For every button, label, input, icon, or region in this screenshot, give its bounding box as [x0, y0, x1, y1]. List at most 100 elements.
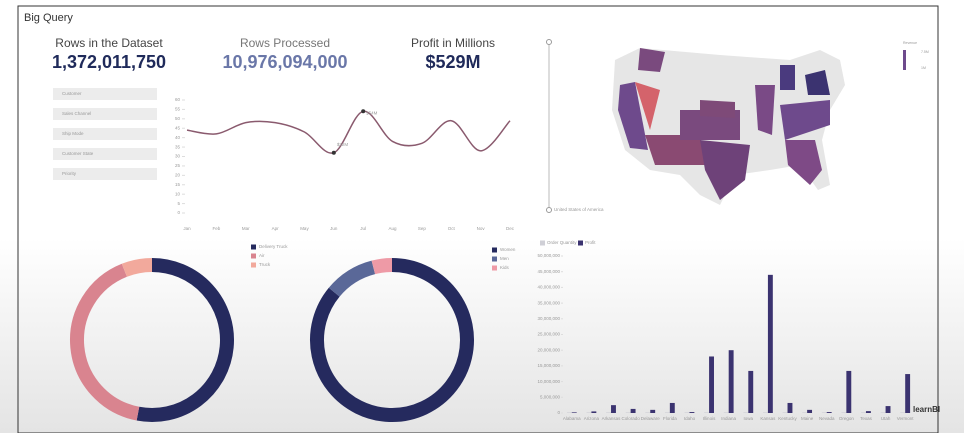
- bar: [611, 405, 616, 413]
- donut-segment: [310, 258, 474, 422]
- legend-label: Profit: [585, 240, 596, 245]
- x-tick-label: Nevada: [819, 416, 835, 421]
- data-label: $54M: [366, 110, 378, 115]
- kpi-label: Profit in Millions: [411, 36, 495, 50]
- x-tick-label: Mar: [242, 226, 250, 231]
- x-tick-label: Apr: [272, 226, 280, 231]
- x-tick-label: Texas: [860, 416, 873, 421]
- x-tick-label: Jan: [183, 226, 191, 231]
- x-tick-label: Maine: [801, 416, 814, 421]
- x-tick-label: Vermont: [897, 416, 915, 421]
- x-tick-label: Arizona: [584, 416, 600, 421]
- state: [755, 85, 775, 135]
- bar: [669, 402, 675, 413]
- y-tick-label: 20: [175, 173, 181, 178]
- x-tick-label: Nov: [477, 226, 486, 231]
- state: [645, 135, 705, 165]
- bar: [728, 350, 734, 413]
- bar: [807, 409, 813, 413]
- y-tick-label: 5: [177, 201, 180, 206]
- x-tick-label: Oct: [448, 226, 456, 231]
- dashboard-title: Big Query: [24, 12, 73, 24]
- legend-label: Women: [500, 247, 516, 252]
- frame: [17, 5, 939, 433]
- map-legend-label: 1M: [921, 66, 926, 70]
- bar: [664, 412, 670, 413]
- y-tick-label: 15: [175, 182, 181, 187]
- y-tick-label: 25: [175, 163, 181, 168]
- legend-swatch: [251, 262, 256, 268]
- map-legend-title: Revenue: [903, 41, 917, 45]
- line: [186, 110, 511, 154]
- y-tick-label: 60: [175, 97, 181, 102]
- x-tick-label: Colorado: [622, 416, 641, 421]
- bar: [566, 412, 572, 413]
- x-tick-label: Jul: [360, 226, 366, 231]
- legend-label: Men: [500, 256, 509, 261]
- donut-segment: [121, 258, 153, 277]
- bar: [905, 374, 911, 413]
- donut-segment: [70, 263, 140, 421]
- state: [700, 140, 750, 200]
- point: [361, 109, 366, 114]
- kpi-value: $529M: [425, 52, 480, 72]
- y-tick-label: 20,000,000: [537, 347, 560, 352]
- x-tick-label: Utah: [881, 416, 891, 421]
- y-tick-label: 35,000,000: [537, 300, 560, 305]
- bar: [630, 408, 636, 413]
- bar: [802, 412, 808, 413]
- bar: [861, 412, 866, 413]
- bar: [606, 412, 612, 413]
- kpi-value: 10,976,094,000: [222, 52, 347, 72]
- x-tick-label: Delaware: [641, 416, 661, 421]
- us-map: [612, 48, 845, 205]
- x-tick-label: Alabama: [563, 416, 581, 421]
- x-tick-label: Jun: [330, 226, 338, 231]
- x-tick-label: May: [300, 226, 309, 231]
- state: [680, 110, 740, 140]
- bar: [880, 412, 886, 413]
- y-tick-label: 50: [175, 116, 181, 121]
- y-tick-label: 0: [177, 210, 180, 215]
- state: [780, 100, 830, 140]
- legend-swatch: [492, 265, 497, 271]
- filter-label: Customer: [62, 91, 82, 96]
- bar: [900, 412, 906, 413]
- y-tick-label: 40: [175, 135, 181, 140]
- bar: [885, 406, 891, 413]
- state: [780, 65, 795, 90]
- bar: [625, 412, 631, 413]
- y-tick-label: 15,000,000: [537, 363, 560, 368]
- state: [638, 48, 665, 72]
- filter-box[interactable]: [53, 128, 157, 140]
- map-label: United States of America: [554, 207, 604, 212]
- legend-swatch: [578, 240, 583, 246]
- filter-box[interactable]: [53, 108, 157, 120]
- y-tick-label: 50,000,000: [537, 253, 560, 258]
- x-tick-label: Kentucky: [778, 416, 797, 421]
- slider-handle[interactable]: [546, 39, 552, 45]
- state: [618, 82, 648, 150]
- bar: [787, 402, 793, 413]
- x-tick-label: Aug: [389, 226, 398, 231]
- donut-segment: [328, 260, 376, 297]
- y-tick-label: 55: [175, 107, 181, 112]
- y-tick-label: 45,000,000: [537, 269, 560, 274]
- kpi-label: Rows Processed: [240, 36, 330, 50]
- filter-box[interactable]: [53, 148, 157, 160]
- y-tick-label: 25,000,000: [537, 332, 560, 337]
- slider-handle[interactable]: [546, 207, 552, 213]
- legend-swatch: [492, 247, 497, 253]
- x-tick-label: Feb: [212, 226, 220, 231]
- bar: [709, 356, 714, 413]
- bar: [846, 370, 852, 413]
- filter-box[interactable]: [53, 88, 157, 100]
- bar: [571, 412, 577, 413]
- bar: [826, 412, 832, 413]
- bar: [743, 412, 749, 413]
- watermark: learnBI: [913, 405, 940, 414]
- filter-box[interactable]: [53, 168, 157, 180]
- state: [635, 82, 660, 130]
- state: [805, 70, 830, 95]
- x-tick-label: Idaho: [684, 416, 696, 421]
